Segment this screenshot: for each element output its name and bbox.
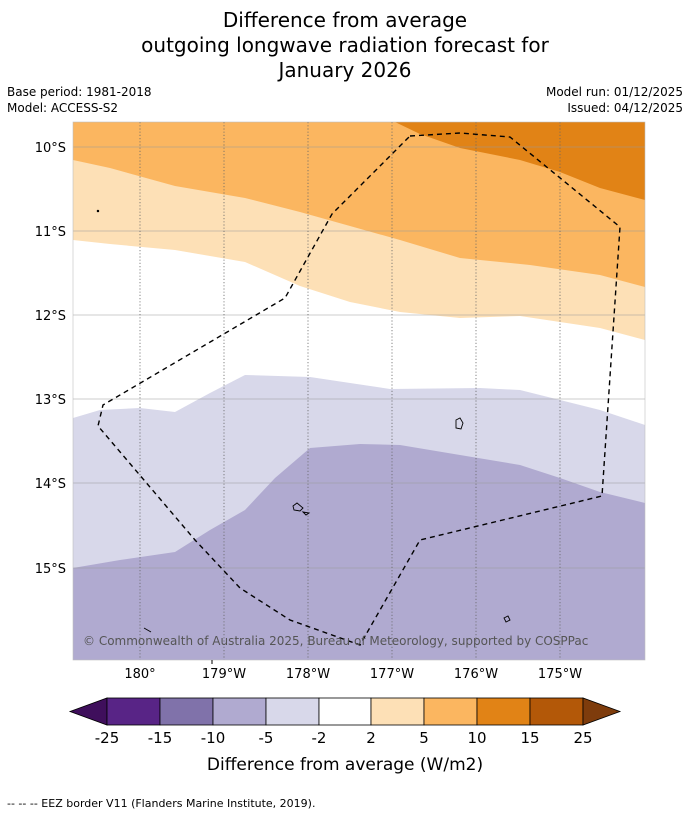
island-southwest [143, 627, 152, 633]
tick-neg5: -5 [259, 729, 274, 747]
island-futuna [292, 502, 304, 512]
lon-label-179w: 179°W [202, 667, 246, 682]
map-frame [72, 121, 646, 661]
copyright-notice: © Commonwealth of Australia 2025, Bureau… [83, 634, 588, 648]
colorbar-min-extension [68, 697, 108, 726]
colorbar-swatch-3 [212, 697, 267, 726]
tick-neg10: -10 [201, 729, 226, 747]
base-period: Base period: 1981-2018 [7, 85, 152, 99]
colorbar-swatch-2 [159, 697, 214, 726]
footer-note: -- -- -- EEZ border V11 (Flanders Marine… [7, 797, 316, 810]
tick-neg15: -15 [148, 729, 173, 747]
lat-label-14s: 14°S [35, 477, 66, 492]
title-line-1: Difference from average [222, 8, 468, 32]
tick-pos2: 2 [366, 729, 376, 747]
map-area: © Commonwealth of Australia 2025, Bureau… [73, 122, 645, 660]
lat-label-13s: 13°S [35, 393, 66, 408]
colorbar-swatch-4 [265, 697, 320, 726]
lat-label-15s: 15°S [35, 562, 66, 577]
lon-label-178w: 178°W [286, 667, 330, 682]
meta-left: Base period: 1981-2018 Model: ACCESS-S2 [7, 84, 152, 116]
orange-band [73, 122, 645, 287]
meta-right: Model run: 01/12/2025 Issued: 04/12/2025 [546, 84, 683, 116]
lat-label-11s: 11°S [35, 225, 66, 240]
colorbar-swatch-7 [423, 697, 478, 726]
gridlines [73, 122, 645, 660]
colorbar [68, 697, 622, 726]
eez-border [97, 132, 621, 646]
colorbar-ticks: -25 -15 -10 -5 -2 2 5 10 15 25 [95, 729, 593, 747]
lat-label-10s: 10°S [35, 141, 66, 156]
lon-label-177w: 177°W [370, 667, 414, 682]
issued-date: Issued: 04/12/2025 [567, 101, 683, 115]
colorbar-max-extension [582, 697, 622, 726]
colorbar-swatch-1 [106, 697, 161, 726]
colorbar-swatch-9 [529, 697, 584, 726]
model-run: Model run: 01/12/2025 [545, 85, 683, 99]
colorbar-swatch-8 [476, 697, 531, 726]
model-name: Model: ACCESS-S2 [7, 101, 119, 115]
lon-label-180: 180° [124, 667, 155, 682]
lon-label-175w: 175°W [538, 667, 582, 682]
medium-purple-band [73, 444, 645, 660]
island-southeast [503, 615, 511, 623]
tick-pos15: 15 [520, 729, 539, 747]
tick-neg25: -25 [95, 729, 120, 747]
tick-pos25: 25 [573, 729, 592, 747]
lat-labels: 10°S 11°S 12°S 13°S 14°S 15°S [35, 141, 66, 577]
tick-pos5: 5 [419, 729, 429, 747]
colorbar-swatch-6 [370, 697, 425, 726]
island-wallis [455, 417, 464, 430]
title-line-2: outgoing longwave radiation forecast for [141, 33, 549, 57]
lon-labels: 180° 179°W 178°W 177°W 176°W 175°W [124, 660, 582, 682]
title-line-3: January 2026 [278, 58, 412, 82]
tick-neg2: -2 [312, 729, 327, 747]
colorbar-label: Difference from average (W/m2) [207, 755, 483, 775]
island-alofi [301, 511, 311, 516]
island-northwest [96, 209, 100, 213]
tick-pos10: 10 [467, 729, 486, 747]
colorbar-swatch-5 [318, 697, 372, 726]
islands [96, 209, 511, 633]
lat-label-12s: 12°S [35, 309, 66, 324]
chart-title: Difference from average outgoing longwav… [0, 8, 690, 83]
lon-label-176w: 176°W [454, 667, 498, 682]
dark-orange-band [395, 122, 645, 200]
